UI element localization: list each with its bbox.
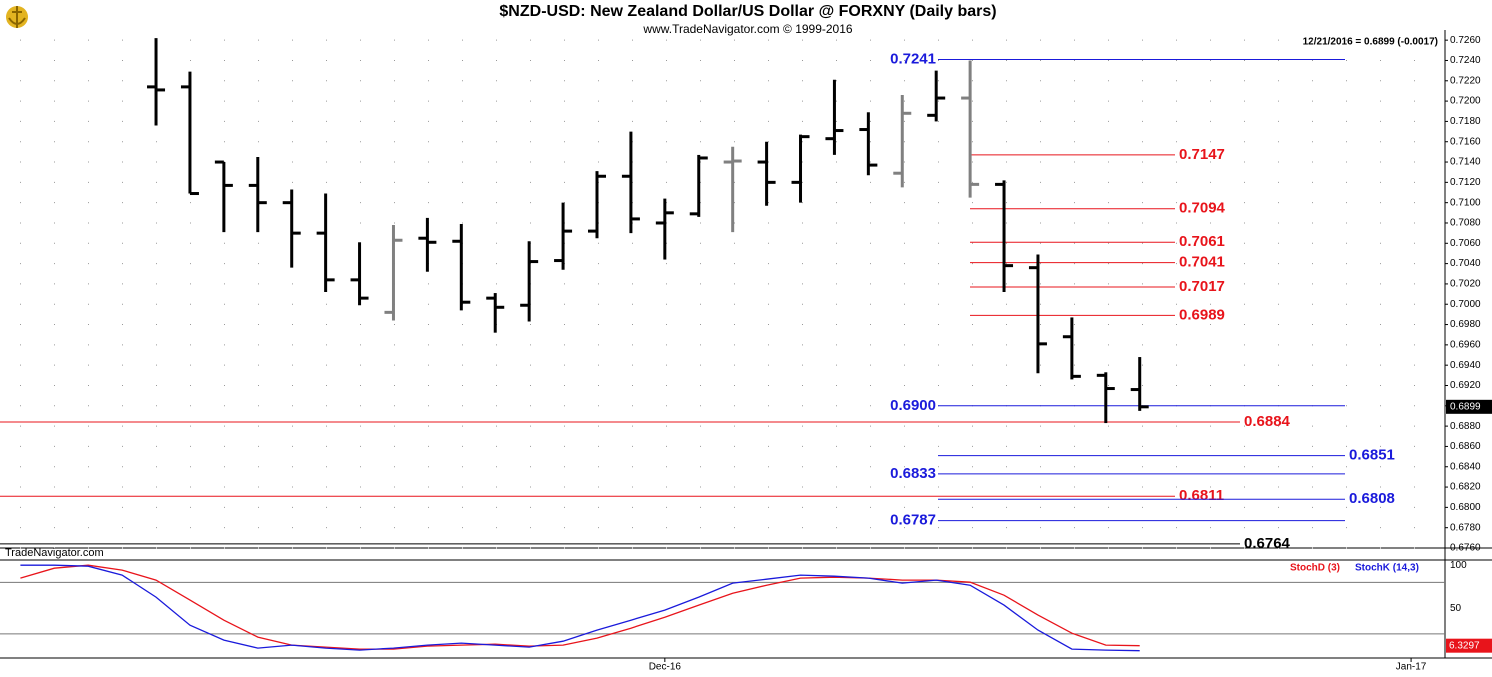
- y-tick-label: 0.6780: [1450, 522, 1481, 533]
- level-label: 0.6764: [1244, 535, 1291, 552]
- y-tick-label: 0.6980: [1450, 319, 1481, 330]
- y-tick-label: 0.7000: [1450, 299, 1481, 310]
- y-tick-label: 0.6760: [1450, 543, 1481, 554]
- chart-subtitle: www.TradeNavigator.com © 1999-2016: [642, 22, 852, 36]
- y-tick-label: 0.6960: [1450, 340, 1481, 351]
- y-tick-label: 50: [1450, 603, 1462, 614]
- y-tick-label: 0.7240: [1450, 55, 1481, 66]
- level-label: 0.7241: [890, 50, 936, 67]
- y-tick-label: 0.6840: [1450, 461, 1481, 472]
- level-label: 0.6787: [890, 512, 936, 529]
- level-label: 0.6884: [1244, 413, 1291, 430]
- level-label: 0.7017: [1179, 278, 1225, 295]
- y-tick-label: 0.6880: [1450, 421, 1481, 432]
- level-label: 0.7041: [1179, 254, 1225, 271]
- y-tick-label: 0.7260: [1450, 35, 1481, 46]
- y-tick-label: 0.6920: [1450, 380, 1481, 391]
- y-tick-label: 0.7160: [1450, 136, 1481, 147]
- level-label: 0.6833: [890, 465, 936, 482]
- last-quote: 12/21/2016 = 0.6899 (-0.0017): [1303, 37, 1438, 48]
- y-tick-label: 0.7020: [1450, 279, 1481, 290]
- level-label: 0.7094: [1179, 200, 1226, 217]
- level-label: 0.7061: [1179, 233, 1225, 250]
- y-tick-label: 0.7040: [1450, 258, 1481, 269]
- y-tick-label: 0.7100: [1450, 197, 1481, 208]
- y-tick-label: 0.7200: [1450, 96, 1481, 107]
- y-tick-label: 0.6820: [1450, 482, 1481, 493]
- level-label: 0.6989: [1179, 306, 1225, 323]
- y-tick-label: 0.6800: [1450, 502, 1481, 513]
- legend-entry: StochD (3): [1290, 563, 1340, 574]
- y-tick-label: 0.7060: [1450, 238, 1481, 249]
- x-tick-label: Dec-16: [649, 662, 682, 673]
- watermark: TradeNavigator.com: [5, 547, 104, 559]
- y-tick-label: 0.7140: [1450, 157, 1481, 168]
- last-price-label: 0.6899: [1450, 401, 1481, 412]
- y-tick-label: 0.7120: [1450, 177, 1481, 188]
- y-tick-label: 0.6940: [1450, 360, 1481, 371]
- chart-title: $NZD-USD: New Zealand Dollar/US Dollar @…: [499, 3, 996, 20]
- legend-entry: StochK (14,3): [1355, 563, 1419, 574]
- level-label: 0.6851: [1349, 447, 1395, 464]
- y-tick-label: 0.6860: [1450, 441, 1481, 452]
- level-label: 0.6811: [1179, 487, 1224, 504]
- last-price-box: [1446, 399, 1492, 414]
- y-tick-label: 0.7220: [1450, 75, 1481, 86]
- logo: [6, 6, 28, 28]
- x-tick-label: Jan-17: [1396, 662, 1427, 673]
- y-tick-label: 100: [1450, 560, 1467, 571]
- stoch-line: [20, 564, 1140, 652]
- stoch-line: [20, 564, 1140, 650]
- y-tick-label: 0.7180: [1450, 116, 1481, 127]
- last-value-label: 6.3297: [1449, 640, 1480, 651]
- level-label: 0.6900: [890, 397, 936, 414]
- y-tick-label: 0.7080: [1450, 218, 1481, 229]
- level-label: 0.7147: [1179, 146, 1225, 163]
- last-value-box: [1446, 638, 1492, 653]
- level-label: 0.6808: [1349, 490, 1395, 507]
